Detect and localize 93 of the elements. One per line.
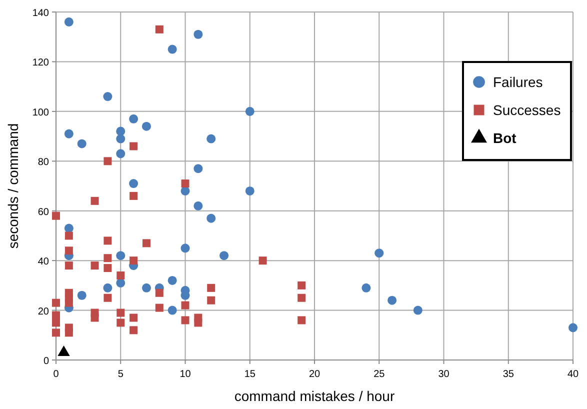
point bbox=[64, 298, 73, 307]
point bbox=[64, 246, 73, 255]
y-tick-label: 100 bbox=[32, 107, 50, 118]
point bbox=[104, 264, 112, 272]
point bbox=[142, 283, 151, 292]
point bbox=[103, 283, 112, 292]
point bbox=[129, 179, 138, 188]
point bbox=[181, 301, 190, 310]
point bbox=[116, 134, 126, 144]
point bbox=[181, 180, 190, 188]
y-tick-label: 120 bbox=[32, 58, 50, 69]
point bbox=[374, 248, 384, 258]
point bbox=[116, 251, 126, 260]
x-tick-label: 25 bbox=[374, 369, 386, 380]
point bbox=[129, 114, 138, 124]
y-tick-label: 20 bbox=[38, 306, 50, 318]
point bbox=[130, 142, 138, 150]
point bbox=[142, 122, 151, 131]
y-tick-label: 80 bbox=[38, 157, 50, 168]
point bbox=[104, 254, 112, 262]
x-tick-label: 30 bbox=[438, 369, 450, 380]
x-tick-label: 20 bbox=[308, 369, 320, 380]
point bbox=[298, 316, 306, 324]
point bbox=[104, 236, 112, 245]
point bbox=[207, 296, 216, 304]
point bbox=[104, 294, 112, 302]
point bbox=[194, 318, 202, 327]
y-tick-label: 140 bbox=[32, 8, 50, 19]
point bbox=[52, 328, 60, 337]
point bbox=[168, 306, 177, 315]
point bbox=[130, 314, 138, 322]
point bbox=[207, 284, 216, 292]
point bbox=[220, 251, 229, 260]
point bbox=[52, 212, 60, 220]
point bbox=[142, 239, 150, 248]
point bbox=[362, 283, 371, 292]
point bbox=[388, 296, 397, 305]
point bbox=[116, 278, 126, 288]
point bbox=[116, 318, 125, 327]
point bbox=[194, 30, 203, 39]
point bbox=[116, 126, 126, 136]
y-tick-label: 60 bbox=[38, 206, 50, 218]
y-axis-title: seconds / command bbox=[5, 123, 21, 249]
point bbox=[90, 262, 99, 270]
y-tick-label: 40 bbox=[38, 256, 50, 268]
point bbox=[90, 196, 99, 205]
point bbox=[130, 192, 138, 200]
point bbox=[245, 186, 254, 196]
legend-label: Successes bbox=[493, 102, 561, 118]
point bbox=[77, 139, 86, 148]
point bbox=[181, 316, 190, 324]
point bbox=[194, 164, 203, 174]
point bbox=[116, 149, 126, 158]
point bbox=[298, 294, 306, 302]
point bbox=[64, 17, 74, 26]
x-tick-label: 35 bbox=[502, 369, 514, 380]
point bbox=[77, 290, 86, 300]
point bbox=[64, 129, 74, 138]
point bbox=[258, 256, 267, 265]
x-axis-title: command mistakes / hour bbox=[234, 388, 395, 404]
x-tick-label: 40 bbox=[567, 369, 579, 380]
x-tick-label: 15 bbox=[244, 369, 256, 380]
point bbox=[64, 262, 73, 270]
point bbox=[103, 92, 112, 102]
point bbox=[104, 157, 112, 166]
point bbox=[52, 298, 60, 307]
point bbox=[155, 25, 164, 34]
point bbox=[64, 232, 73, 240]
x-tick-label: 10 bbox=[180, 369, 192, 380]
point bbox=[168, 276, 177, 285]
point bbox=[568, 323, 578, 332]
legend-label: Bot bbox=[493, 130, 517, 146]
x-tick-label: 0 bbox=[53, 369, 60, 380]
point bbox=[413, 306, 422, 315]
point bbox=[155, 288, 164, 297]
point bbox=[90, 314, 99, 322]
y-tick-label: 0 bbox=[43, 356, 50, 367]
point bbox=[245, 106, 254, 116]
point bbox=[116, 271, 125, 280]
point bbox=[116, 308, 125, 317]
point bbox=[194, 201, 203, 210]
point bbox=[52, 318, 60, 327]
point bbox=[206, 214, 216, 223]
x-tick-label: 5 bbox=[118, 369, 124, 380]
point bbox=[155, 304, 164, 312]
point bbox=[64, 328, 73, 337]
legend-label: Failures bbox=[493, 74, 543, 90]
point bbox=[298, 281, 306, 290]
point bbox=[180, 244, 190, 253]
point bbox=[130, 256, 138, 265]
point bbox=[130, 326, 138, 334]
point bbox=[168, 44, 177, 54]
point bbox=[206, 134, 216, 144]
